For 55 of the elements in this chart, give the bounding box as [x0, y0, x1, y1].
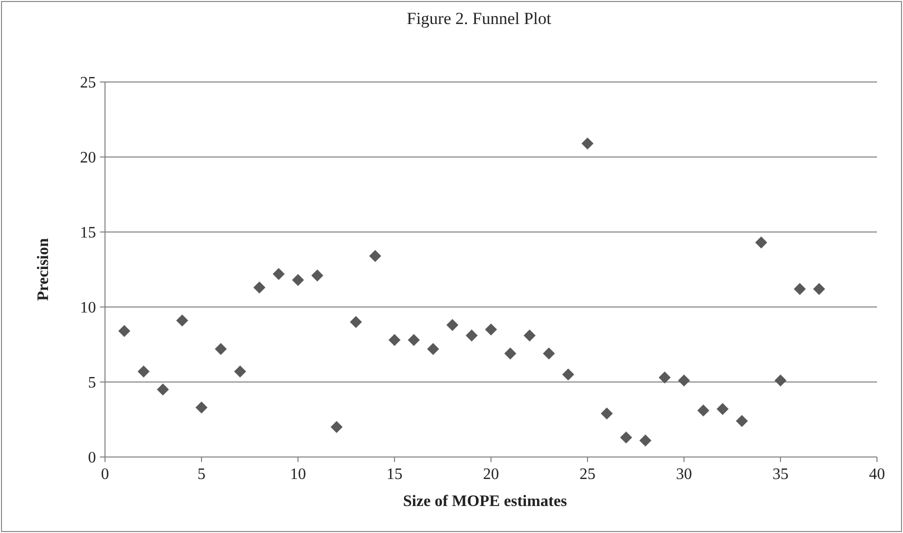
point	[524, 330, 536, 342]
x-tick-label: 30	[676, 466, 692, 483]
x-tick-label: 15	[386, 466, 402, 483]
point	[678, 374, 690, 386]
y-tick-label: 25	[80, 74, 96, 92]
point	[620, 432, 632, 444]
point	[600, 408, 613, 420]
point	[466, 330, 478, 342]
y-tick-label: 20	[80, 150, 96, 167]
x-tick-label: 20	[483, 466, 499, 483]
point	[369, 250, 382, 262]
point	[697, 404, 710, 416]
point	[485, 324, 497, 336]
point	[716, 403, 729, 415]
point	[272, 268, 285, 280]
point	[214, 343, 227, 355]
point	[736, 415, 748, 427]
point	[427, 343, 440, 355]
point	[794, 283, 806, 295]
chart-title: Figure 2. Funnel Plot	[406, 9, 552, 28]
x-tick-label: 35	[772, 466, 788, 483]
point	[330, 421, 343, 433]
point	[388, 334, 400, 346]
x-tick-label: 5	[198, 466, 206, 483]
point	[562, 368, 574, 380]
x-tick-label: 40	[869, 466, 885, 483]
point	[658, 372, 671, 384]
y-tick-label: 0	[88, 450, 96, 467]
point	[138, 366, 150, 378]
y-tick-label: 5	[88, 374, 96, 392]
point	[292, 274, 304, 286]
point	[639, 434, 652, 446]
x-tick-label: 10	[290, 466, 306, 483]
point	[176, 314, 188, 326]
y-axis-title: Precision	[35, 238, 52, 301]
point	[234, 366, 246, 378]
x-axis-title: Size of MOPE estimates	[403, 493, 567, 510]
x-tick-label: 0	[101, 466, 109, 483]
point	[446, 319, 458, 331]
point	[311, 270, 324, 282]
point	[813, 283, 826, 295]
point	[196, 402, 208, 414]
point	[156, 384, 169, 396]
y-tick-label: 15	[80, 224, 96, 242]
point	[408, 334, 420, 346]
point	[253, 282, 266, 294]
point	[118, 325, 130, 337]
y-tick-label: 10	[80, 300, 96, 317]
point	[774, 374, 786, 386]
point	[582, 138, 594, 150]
point	[755, 236, 768, 248]
point	[350, 316, 362, 328]
point	[542, 348, 555, 360]
point	[504, 348, 516, 360]
x-tick-label: 25	[580, 466, 596, 483]
